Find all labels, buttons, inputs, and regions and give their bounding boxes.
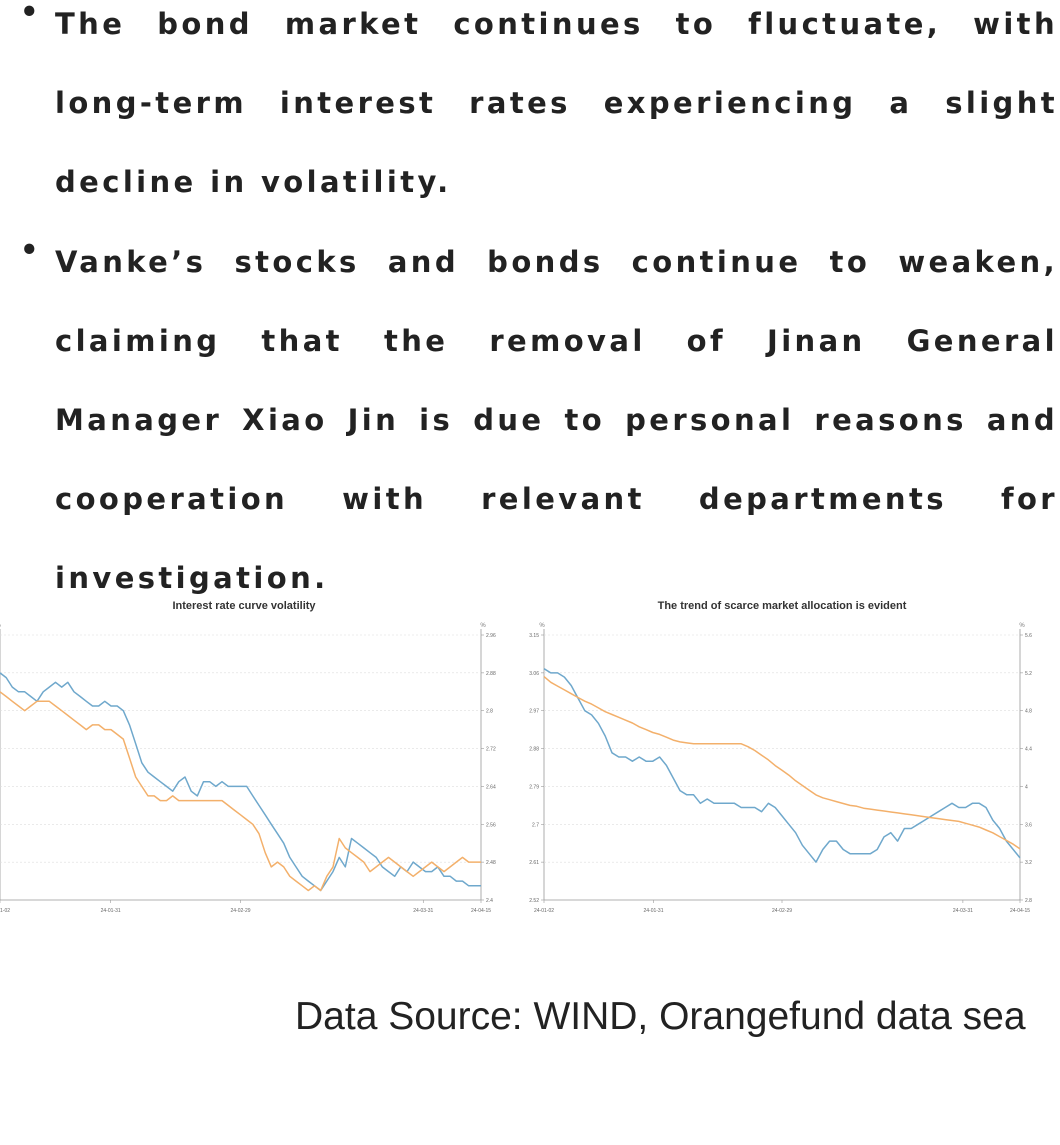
right-tick-label: 3.6 xyxy=(1025,822,1032,828)
left-unit-label: % xyxy=(0,623,1,629)
x-tick-label: 24-04-15 xyxy=(1010,908,1030,914)
right-tick-label: 2.88 xyxy=(486,671,496,677)
x-tick-label: 24-04-15 xyxy=(471,908,491,914)
right-tick-label: 2.72 xyxy=(486,747,496,753)
x-tick-label: 24-02-29 xyxy=(772,908,792,914)
right-tick-label: 4.8 xyxy=(1025,709,1032,715)
left-tick-label: 2.7 xyxy=(532,822,539,828)
interest-rate-chart-svg: Interest rate curve volatility%% 2.4 2.48 2… xyxy=(0,600,496,914)
left-tick-label: 3.15 xyxy=(529,633,539,639)
market-allocation-chart: The trend of scarce market allocation is… xyxy=(520,592,1060,922)
left-tick-label: 2.97 xyxy=(529,709,539,715)
x-tick-label: 24-01-02 xyxy=(0,908,10,914)
x-tick-label: 24-03-31 xyxy=(953,908,973,914)
interest-rate-chart: Interest rate curve volatility%% 2.4 2.48 2… xyxy=(0,592,500,922)
series-line-blue xyxy=(543,668,1021,863)
series-line-orange xyxy=(0,691,481,892)
right-tick-label: 2.8 xyxy=(1025,898,1032,904)
bullet-dot: • xyxy=(20,0,42,29)
right-tick-label: 5.2 xyxy=(1025,671,1032,677)
right-unit-label: % xyxy=(1019,623,1025,629)
x-tick-label: 24-01-31 xyxy=(101,908,121,914)
bullet-item: • The bond market continues to fluctuate… xyxy=(18,0,1058,222)
bullet-item: • Vanke’s stocks and bonds continue to w… xyxy=(18,223,1058,618)
series-line-blue xyxy=(0,672,481,892)
right-tick-label: 2.8 xyxy=(486,709,493,715)
left-tick-label: 2.88 xyxy=(529,747,539,753)
left-tick-label: 2.52 xyxy=(529,898,539,904)
x-tick-label: 24-01-31 xyxy=(643,908,663,914)
right-tick-label: 2.4 xyxy=(486,898,493,904)
chart-title: Interest rate curve volatility xyxy=(172,600,316,612)
left-tick-label: 2.61 xyxy=(529,860,539,866)
bullet-dot: • xyxy=(20,233,42,267)
x-tick-label: 24-01-02 xyxy=(534,908,554,914)
left-unit-label: % xyxy=(539,623,545,629)
right-tick-label: 4.4 xyxy=(1025,747,1032,753)
series-line-orange xyxy=(543,676,1021,850)
bullet-text: The bond market continues to fluctuate, … xyxy=(55,7,1058,199)
right-tick-label: 2.48 xyxy=(486,860,496,866)
right-tick-label: 5.6 xyxy=(1025,633,1032,639)
bullet-text: Vanke’s stocks and bonds continue to wea… xyxy=(55,245,1058,595)
x-tick-label: 24-02-29 xyxy=(230,908,250,914)
left-tick-label: 3.06 xyxy=(529,671,539,677)
chart-title: The trend of scarce market allocation is… xyxy=(658,600,907,612)
right-tick-label: 4 xyxy=(1025,784,1028,790)
right-unit-label: % xyxy=(480,623,486,629)
market-allocation-chart-svg: The trend of scarce market allocation is… xyxy=(529,600,1032,914)
right-tick-label: 2.56 xyxy=(486,822,496,828)
right-tick-label: 3.2 xyxy=(1025,860,1032,866)
right-tick-label: 2.64 xyxy=(486,784,496,790)
right-tick-label: 2.96 xyxy=(486,633,496,639)
data-source-caption: Data Source: WIND, Orangefund data sea xyxy=(295,995,1026,1038)
x-tick-label: 24-03-31 xyxy=(413,908,433,914)
left-tick-label: 2.79 xyxy=(529,784,539,790)
